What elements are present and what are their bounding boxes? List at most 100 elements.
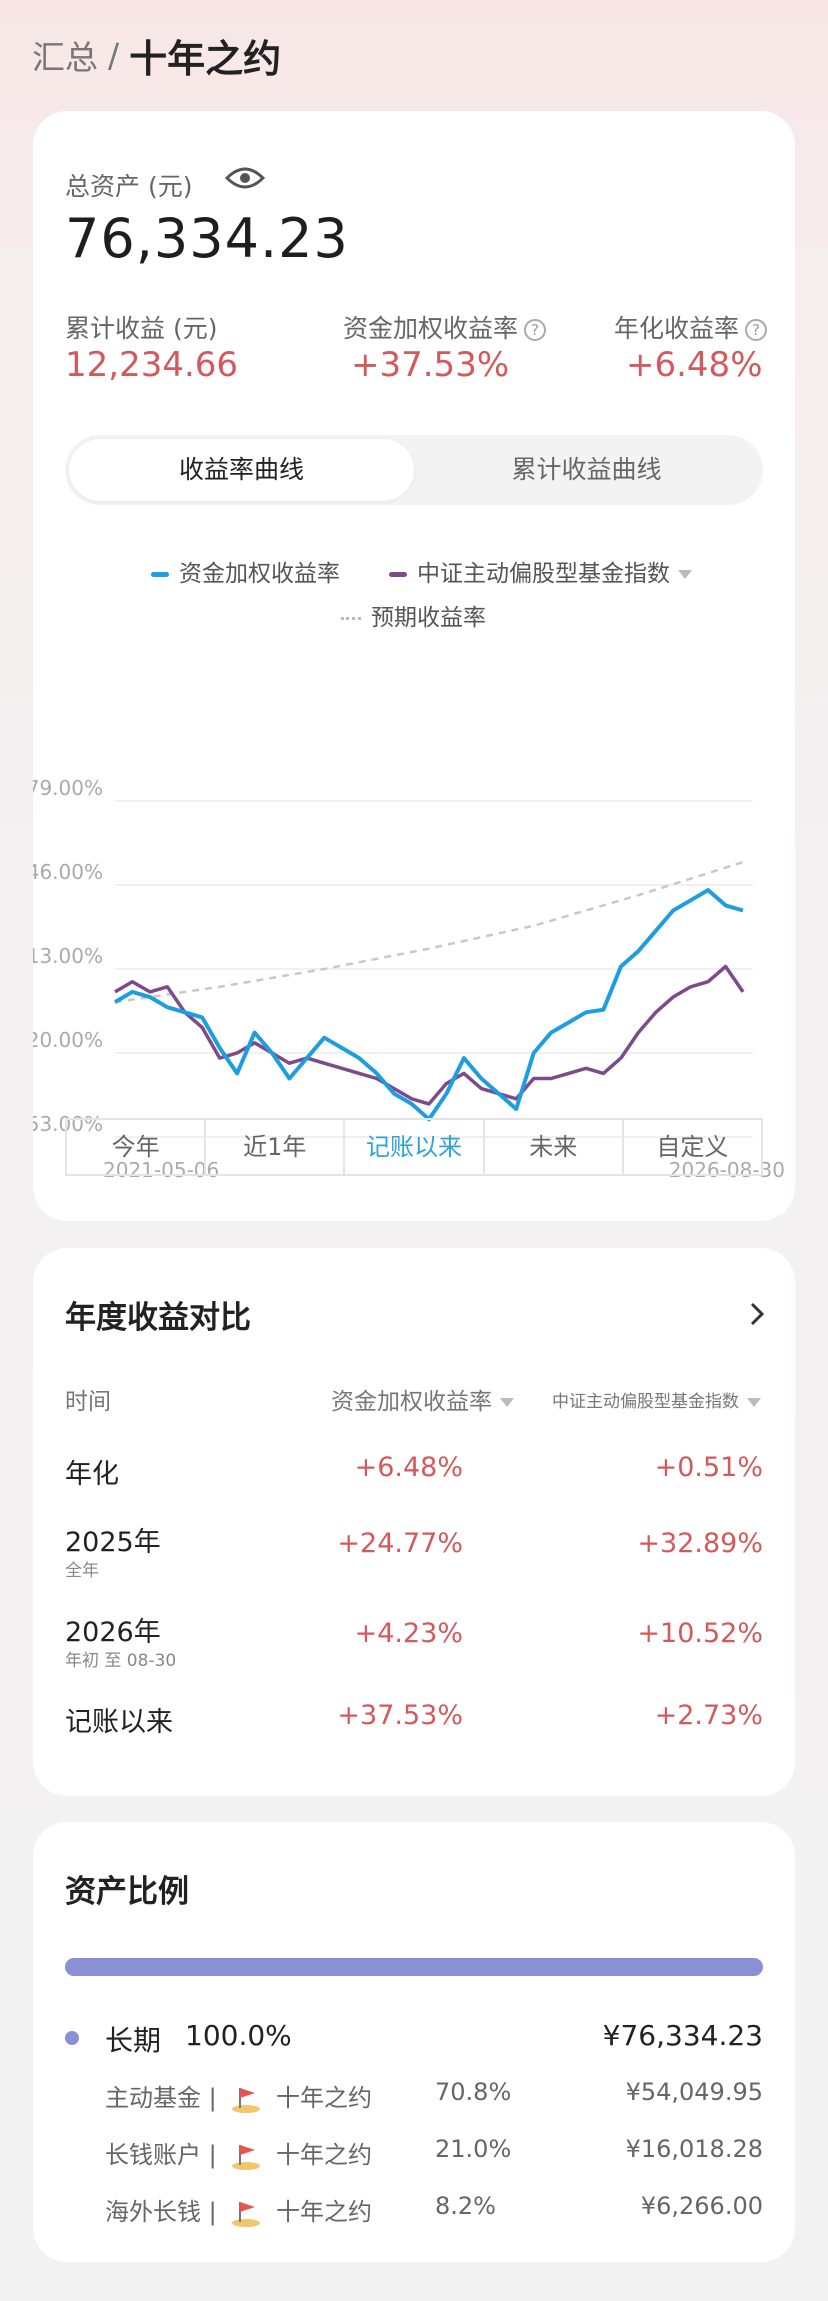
- list-item[interactable]: 长钱账户 | 十年之约: [105, 2135, 372, 2171]
- list-item[interactable]: 主动基金 | 十年之约: [105, 2078, 372, 2114]
- range-selector: 今年 近1年 记账以来 未来 自定义: [65, 1118, 763, 1176]
- y-tick-label: -53.00%: [33, 1112, 103, 1136]
- row-sub: 年初 至 08-30: [65, 1651, 177, 1671]
- legend-series2-swatch: [389, 572, 407, 577]
- col-time: 时间: [65, 1389, 111, 1415]
- row-weighted: +37.53%: [337, 1700, 463, 1731]
- range-last-year[interactable]: 近1年: [206, 1120, 346, 1174]
- list-item[interactable]: 海外长钱 | 十年之约: [105, 2192, 372, 2228]
- row-index: +2.73%: [654, 1700, 763, 1731]
- item-amount: ¥6,266.00: [640, 2192, 763, 2220]
- y-tick-label: 79.00%: [33, 776, 103, 800]
- tab-return-rate-curve[interactable]: 收益率曲线: [69, 439, 414, 501]
- row-index: +10.52%: [637, 1618, 763, 1649]
- legend-series1-swatch: [151, 572, 169, 577]
- range-future[interactable]: 未来: [485, 1120, 624, 1174]
- total-assets-label: 总资产 (元): [65, 167, 192, 203]
- item-amount: ¥54,049.95: [625, 2078, 763, 2106]
- yearly-card: 年度收益对比 时间 资金加权收益率 中证主动偏股型基金指数 年化 +6.48% …: [33, 1248, 795, 1796]
- item-percent: 8.2%: [435, 2192, 496, 2220]
- legend-series1[interactable]: 资金加权收益率: [151, 554, 340, 588]
- weighted-label: 资金加权收益率?: [343, 309, 547, 345]
- legend-series2[interactable]: 中证主动偏股型基金指数: [389, 554, 692, 588]
- col-weighted[interactable]: 资金加权收益率: [331, 1382, 514, 1416]
- group-name: 长期: [105, 2024, 162, 2057]
- chart-mode-toggle: 收益率曲线 累计收益曲线: [65, 435, 763, 505]
- annual-label-text: 年化收益率: [614, 314, 740, 343]
- item-percent: 21.0%: [435, 2135, 512, 2163]
- group-color-dot: [65, 2031, 79, 2045]
- ratio-title: 资产比例: [65, 1874, 189, 1910]
- cumulative-label: 累计收益 (元): [65, 309, 217, 345]
- item-plan: 十年之约: [276, 2198, 373, 2226]
- item-amount: ¥16,018.28: [625, 2135, 763, 2163]
- row-weighted: +24.77%: [337, 1528, 463, 1559]
- series-line-weighted: [113, 888, 744, 1122]
- total-assets-label-text: 总资产 (元): [65, 172, 193, 201]
- item-plan: 十年之约: [276, 2084, 373, 2112]
- range-custom[interactable]: 自定义: [656, 1133, 729, 1161]
- legend-series1-label: 资金加权收益率: [179, 561, 340, 587]
- group-amount: ¥76,334.23: [602, 2019, 763, 2052]
- row-weighted: +6.48%: [354, 1452, 463, 1483]
- page-title: 十年之约: [129, 36, 282, 81]
- chevron-down-icon: [747, 1397, 761, 1407]
- range-this-year[interactable]: 今年: [67, 1120, 207, 1174]
- breadcrumb-separator: /: [108, 35, 120, 75]
- total-assets-value: 76,334.23: [65, 207, 349, 270]
- flag-icon: [232, 2145, 261, 2170]
- flag-icon: [232, 2202, 261, 2227]
- weighted-label-text: 资金加权收益率: [343, 314, 519, 343]
- ratio-card: 资产比例 长期 100.0% ¥76,334.23 主动基金 | 十年之约 70…: [33, 1822, 795, 2262]
- x-tick-label: 2026-08-30: [669, 1158, 785, 1182]
- series-line-index: [114, 964, 745, 1106]
- group-percent: 100.0%: [185, 2019, 292, 2052]
- item-separator: |: [208, 2198, 217, 2226]
- row-label: 年化: [65, 1459, 119, 1490]
- item-name: 主动基金: [105, 2084, 201, 2112]
- col-weighted-label: 资金加权收益率: [331, 1389, 492, 1415]
- item-separator: |: [208, 2141, 217, 2169]
- col-index[interactable]: 中证主动偏股型基金指数: [552, 1387, 761, 1412]
- row-weighted: +4.23%: [354, 1618, 463, 1649]
- item-name: 长钱账户: [105, 2141, 201, 2169]
- help-icon[interactable]: ?: [524, 319, 547, 341]
- legend-series3[interactable]: 预期收益率: [341, 598, 486, 632]
- ratio-bar: [65, 1958, 763, 1976]
- assets-card: 总资产 (元) 76,334.23 累计收益 (元) 12,234.66 资金加…: [33, 111, 795, 1221]
- legend-series3-label: 预期收益率: [371, 605, 486, 631]
- annual-value: +6.48%: [626, 345, 763, 385]
- row-index: +0.51%: [654, 1452, 763, 1483]
- item-name: 海外长钱: [105, 2198, 201, 2226]
- x-tick-label: 2021-05-06: [103, 1158, 219, 1182]
- cumulative-value: 12,234.66: [65, 345, 239, 385]
- row-label: 2026年: [65, 1617, 161, 1648]
- tab-cumulative-curve[interactable]: 累计收益曲线: [511, 455, 662, 484]
- flag-icon: [232, 2088, 261, 2113]
- y-tick-label: 46.00%: [33, 860, 103, 884]
- breadcrumb-root[interactable]: 汇总: [32, 38, 98, 77]
- chevron-right-icon[interactable]: [747, 1300, 767, 1332]
- yearly-title: 年度收益对比: [65, 1300, 251, 1336]
- eye-icon[interactable]: [224, 163, 266, 197]
- row-label: 记账以来: [65, 1707, 173, 1738]
- chevron-down-icon: [678, 570, 692, 579]
- item-percent: 70.8%: [435, 2078, 512, 2106]
- breadcrumb: 汇总 / 十年之约: [32, 28, 281, 82]
- col-index-label: 中证主动偏股型基金指数: [552, 1392, 739, 1412]
- y-tick-label: 13.00%: [33, 944, 103, 968]
- weighted-value: +37.53%: [351, 345, 510, 385]
- row-index: +32.89%: [637, 1528, 763, 1559]
- row-label: 2025年: [65, 1527, 161, 1558]
- legend-series2-label: 中证主动偏股型基金指数: [417, 561, 670, 587]
- return-chart[interactable]: 79.00% 46.00% 13.00% -20.00% -53.00%2021-05-…: [33, 671, 795, 1191]
- range-since-start[interactable]: 记账以来: [345, 1120, 485, 1174]
- help-icon[interactable]: ?: [745, 319, 768, 341]
- item-plan: 十年之约: [276, 2141, 373, 2169]
- row-sub: 全年: [65, 1561, 99, 1581]
- cumulative-label-text: 累计收益 (元): [65, 314, 218, 343]
- chevron-down-icon: [500, 1398, 514, 1407]
- legend-series3-swatch: [341, 617, 361, 620]
- annual-label: 年化收益率?: [614, 309, 768, 345]
- item-separator: |: [208, 2084, 217, 2112]
